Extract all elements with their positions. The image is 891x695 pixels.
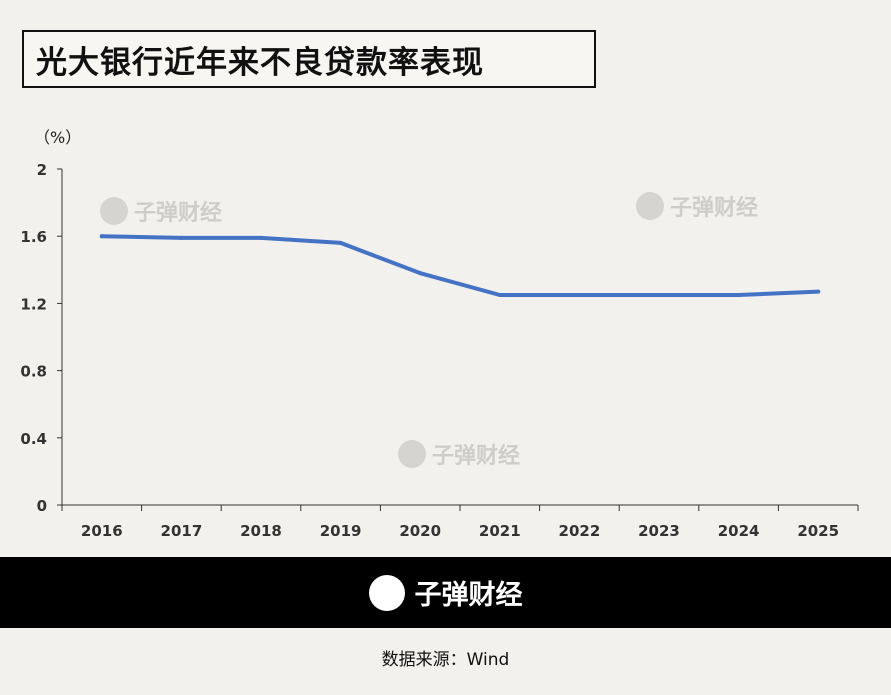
x-tick-label: 2016	[81, 522, 123, 540]
data-point	[816, 289, 821, 294]
brand-logo-icon	[100, 197, 128, 225]
brand-footer: 子弹财经	[0, 557, 891, 628]
y-tick-label: 0.4	[20, 430, 47, 448]
y-tick-label: 0	[37, 497, 47, 515]
brand-name: 子弹财经	[414, 580, 523, 611]
x-tick-label: 2023	[638, 522, 680, 540]
x-tick-label: 2020	[399, 522, 441, 540]
y-axis-unit: （%）	[34, 128, 82, 147]
line-chart: 0 0.4 0.8 1.2 1.6 2 2016 2017 2018 2019 2020 2021 20…	[20, 161, 859, 540]
x-tick-label: 2019	[320, 522, 362, 540]
y-tick-label: 2	[37, 161, 47, 179]
x-tick-label: 2018	[240, 522, 282, 540]
data-point	[179, 235, 184, 240]
data-point	[497, 293, 502, 297]
x-tick-label: 2025	[797, 522, 839, 540]
y-tick-label: 1.6	[20, 228, 47, 246]
x-tick-label: 2024	[718, 522, 760, 540]
y-tick-label: 1.2	[20, 295, 47, 313]
watermark-text: 子弹财经	[670, 196, 759, 221]
data-point	[577, 293, 582, 297]
data-point	[259, 235, 263, 240]
watermark: 子弹财经	[100, 195, 222, 227]
brand-logo-icon	[368, 574, 405, 611]
chart-title: 光大银行近年来不良贷款率表现	[22, 30, 596, 88]
data-source: 数据来源：Wind	[381, 650, 510, 670]
data-point	[657, 293, 661, 297]
watermark: 子弹财经	[398, 438, 520, 470]
y-tick-label: 0.8	[20, 363, 47, 381]
x-tick-label: 2021	[479, 522, 521, 540]
data-point	[338, 240, 343, 245]
data-point	[736, 293, 741, 297]
watermark: 子弹财经	[636, 190, 758, 222]
brand-logo-icon	[636, 192, 664, 220]
brand-logo-icon	[398, 440, 426, 468]
series-line	[99, 234, 821, 297]
data-point	[99, 234, 104, 239]
x-tick-label: 2017	[161, 522, 203, 540]
watermark-text: 子弹财经	[134, 201, 223, 226]
watermark-text: 子弹财经	[432, 444, 521, 469]
data-point	[418, 271, 423, 276]
x-tick-label: 2022	[559, 522, 601, 540]
